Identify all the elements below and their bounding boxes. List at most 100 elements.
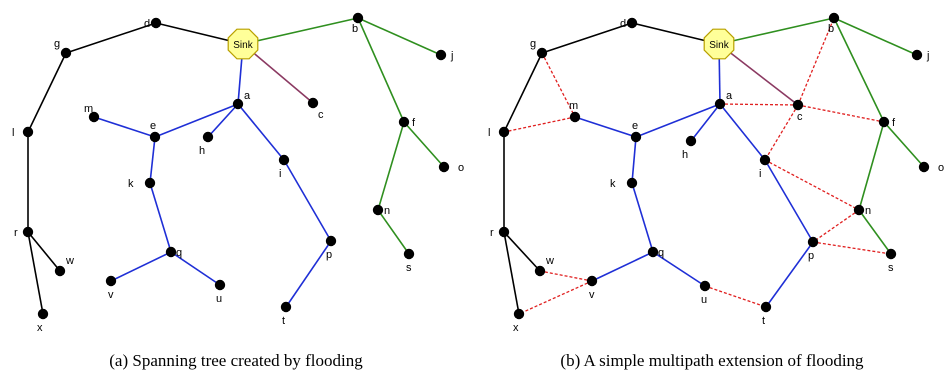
edge-e-m: [93, 116, 156, 138]
node-w: [534, 265, 546, 277]
edge-n-s: [377, 209, 410, 255]
node-u: [214, 279, 226, 291]
edge-a-h: [690, 103, 721, 142]
node-g: [536, 47, 548, 59]
node-label-f: f: [892, 117, 896, 129]
node-label-b: b: [828, 23, 834, 35]
edge-f-o: [883, 121, 925, 168]
node-label-e: e: [632, 120, 638, 132]
node-label-o: o: [458, 162, 464, 174]
node-k: [626, 177, 638, 189]
node-label-e: e: [150, 120, 156, 132]
edge-a-h: [207, 103, 239, 138]
node-q: [647, 246, 659, 258]
node-m: [569, 111, 581, 123]
node-i: [759, 154, 771, 166]
edge-q-v: [591, 251, 654, 282]
node-o: [918, 161, 930, 173]
node-s: [885, 248, 897, 260]
multipath-edge-v-x: [518, 280, 593, 315]
node-label-t: t: [282, 315, 285, 327]
multipath-edge-c-i: [764, 104, 799, 161]
edge-i-p: [764, 159, 814, 243]
edge-sink-b: [718, 17, 835, 45]
edge-r-w: [503, 231, 541, 272]
node-a: [232, 98, 244, 110]
node-label-j: j: [926, 50, 929, 62]
edge-n-s: [858, 209, 892, 255]
node-label-l: l: [488, 127, 490, 139]
node-label-f: f: [412, 117, 416, 129]
edge-f-n: [377, 121, 405, 211]
node-label-q: q: [176, 247, 182, 259]
multipath-edge-n-p: [812, 209, 860, 243]
node-label-b: b: [352, 23, 358, 35]
multipath-edge-u-t: [704, 285, 767, 308]
node-n: [372, 204, 384, 216]
node-k: [144, 177, 156, 189]
node-label-h: h: [199, 145, 205, 157]
caption-b: (b) A simple multipath extension of floo…: [560, 351, 864, 370]
sink-node: [703, 28, 735, 60]
node-p: [325, 235, 337, 247]
multipath-edge-c-b: [797, 17, 835, 106]
multipath-edge-a-c: [719, 103, 799, 106]
node-label-o: o: [938, 162, 944, 174]
edge-r-w: [27, 231, 61, 272]
node-d: [626, 17, 638, 29]
node-label-d: d: [620, 18, 626, 30]
node-label-m: m: [84, 103, 93, 115]
edge-a-e: [635, 103, 721, 138]
edge-d-g: [541, 22, 633, 54]
node-x: [513, 308, 525, 320]
node-n: [853, 204, 865, 216]
node-e: [149, 131, 161, 143]
edge-e-k: [149, 136, 156, 184]
node-u: [699, 280, 711, 292]
edge-g-l: [503, 52, 543, 133]
edge-g-l: [27, 52, 67, 133]
edge-a-i: [237, 103, 285, 161]
node-label-d: d: [144, 18, 150, 30]
edge-i-p: [283, 159, 332, 242]
edge-f-n: [858, 121, 885, 211]
node-label-l: l: [12, 127, 14, 139]
node-i: [278, 154, 290, 166]
edge-q-u: [170, 251, 221, 286]
edge-k-q: [631, 182, 654, 253]
node-h: [202, 131, 214, 143]
edge-e-k: [631, 136, 637, 184]
edge-p-t: [285, 240, 332, 308]
node-v: [105, 275, 117, 287]
node-label-t: t: [762, 315, 765, 327]
node-f: [878, 116, 890, 128]
node-l: [22, 126, 34, 138]
node-j: [435, 49, 447, 61]
node-w: [54, 265, 66, 277]
node-label-v: v: [589, 289, 595, 301]
node-label-a: a: [244, 90, 251, 102]
edge-a-i: [719, 103, 766, 161]
edge-p-t: [765, 241, 814, 308]
edge-sink-b: [242, 17, 359, 45]
edge-b-f: [357, 17, 405, 123]
node-h: [685, 135, 697, 147]
node-label-x: x: [37, 322, 43, 334]
panel-a-spanning-tree: d g l r w x b j f o n s a c m e h k i q v u p t Sink: [12, 12, 464, 334]
node-a: [714, 98, 726, 110]
node-l: [498, 126, 510, 138]
edge-b-j: [833, 17, 918, 56]
sink-label: Sink: [709, 40, 729, 51]
multipath-edge-i-n: [764, 159, 860, 211]
node-label-g: g: [54, 38, 60, 50]
edge-f-o: [403, 121, 445, 168]
node-o: [438, 161, 450, 173]
edge-b-f: [833, 17, 885, 123]
edge-sink-c: [718, 43, 799, 106]
node-label-c: c: [797, 111, 803, 123]
node-label-m: m: [569, 100, 578, 112]
node-r: [498, 226, 510, 238]
node-t: [760, 301, 772, 313]
sink-node: [227, 28, 259, 60]
